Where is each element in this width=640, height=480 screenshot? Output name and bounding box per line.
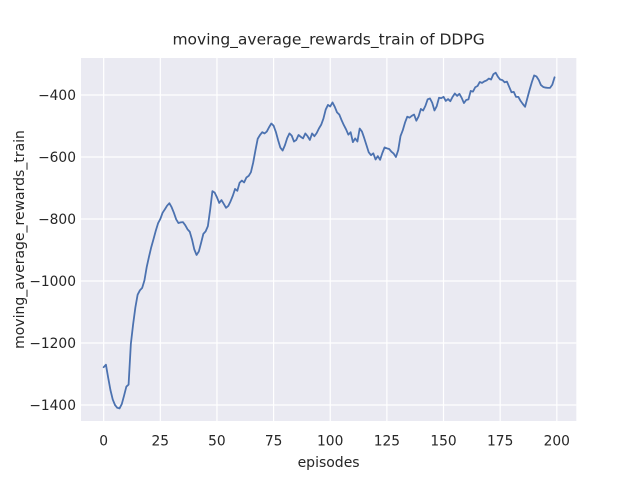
y-tick-label: −1200 [29, 336, 76, 352]
y-tick-label: −400 [38, 88, 76, 104]
x-tick-label: 75 [265, 434, 283, 450]
y-axis-label: moving_average_rewards_train [12, 130, 28, 349]
x-tick-labels: 0 25 50 75 100 125 150 175 200 [99, 434, 570, 450]
chart-title: moving_average_rewards_train of DDPG [172, 31, 484, 50]
y-tick-label: −800 [38, 212, 76, 228]
y-tick-labels: −400 −600 −800 −1000 −1200 −1400 [29, 88, 76, 414]
x-tick-label: 0 [99, 434, 108, 450]
y-tick-label: −1400 [29, 398, 76, 414]
plot-area [81, 58, 577, 421]
x-tick-label: 200 [544, 434, 570, 450]
x-tick-label: 25 [152, 434, 170, 450]
series-line-ddpg [102, 71, 556, 410]
x-tick-label: 125 [374, 434, 400, 450]
x-tick-label: 100 [317, 434, 343, 450]
x-tick-label: 150 [430, 434, 456, 450]
x-axis-label: episodes [298, 455, 360, 471]
gridlines [81, 58, 577, 421]
x-tick-label: 175 [487, 434, 513, 450]
y-tick-label: −1000 [29, 274, 76, 290]
x-tick-label: 50 [208, 434, 226, 450]
y-tick-label: −600 [38, 150, 76, 166]
